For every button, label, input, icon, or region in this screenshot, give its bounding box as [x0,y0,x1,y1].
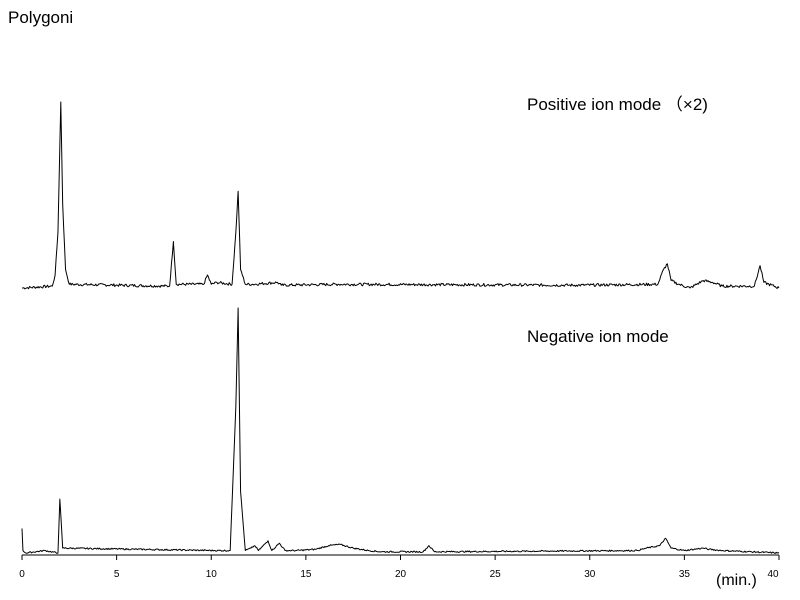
traces-group [21,101,780,554]
x-tick-label: 35 [679,569,691,580]
x-tick-label: 25 [490,569,502,580]
x-tick-label: 40 [767,569,779,580]
x-axis-ticks: 0 5 10 15 20 25 30 35 40 [19,555,780,580]
x-tick-label: 0 [19,569,25,580]
x-tick-label: 30 [584,569,596,580]
x-tick-label: 10 [206,569,218,580]
x-axis-unit-label: (min.) [716,572,757,589]
x-tick-label: 20 [395,569,407,580]
negative-ion-trace [21,307,780,554]
x-tick-label: 15 [300,569,312,580]
positive-mode-label: Positive ion mode （×2) [527,95,708,114]
positive-ion-trace [21,101,780,290]
x-tick-label: 5 [114,569,120,580]
chart-title: Polygoni [8,8,73,27]
negative-mode-label: Negative ion mode [527,327,669,346]
